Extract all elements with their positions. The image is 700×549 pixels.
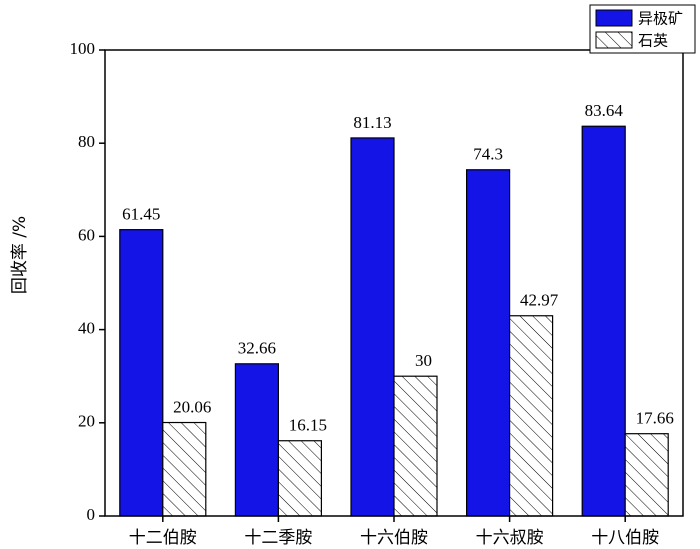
bar (350, 137, 395, 517)
bar (393, 375, 438, 517)
value-label: 20.06 (173, 397, 211, 416)
bar (277, 440, 322, 517)
bar (581, 125, 626, 517)
y-tick-label: 0 (87, 505, 96, 524)
value-label: 30 (415, 351, 432, 370)
bar (466, 169, 511, 517)
y-tick-label: 100 (70, 39, 96, 58)
bar (509, 315, 554, 517)
legend-swatch (595, 9, 633, 27)
x-tick-label: 十六伯胺 (360, 528, 428, 548)
x-tick-label: 十六叔胺 (476, 528, 544, 548)
value-label: 32.66 (238, 339, 276, 358)
value-label: 61.45 (122, 205, 160, 224)
value-label: 83.64 (585, 101, 624, 120)
y-axis-label: 回收率 /% (10, 216, 30, 294)
x-tick-label: 十二季胺 (244, 528, 312, 548)
x-tick-label: 十八伯胺 (591, 528, 659, 548)
bar (119, 229, 164, 517)
value-label: 74.3 (473, 145, 503, 164)
x-tick-label: 十二伯胺 (129, 528, 197, 548)
bar (624, 433, 669, 517)
y-tick-label: 40 (78, 319, 95, 338)
legend-swatch (595, 31, 633, 49)
legend-label: 异极矿 (638, 10, 683, 28)
value-label: 17.66 (636, 409, 674, 428)
y-tick-label: 20 (78, 412, 95, 431)
value-label: 81.13 (353, 113, 391, 132)
value-label: 16.15 (289, 416, 327, 435)
bar (234, 363, 279, 517)
plot-frame (104, 49, 684, 517)
y-tick-label: 80 (78, 132, 95, 151)
y-tick-label: 60 (78, 225, 95, 244)
bar (162, 421, 207, 517)
value-label: 42.97 (520, 291, 559, 310)
legend-label: 石英 (638, 32, 668, 50)
